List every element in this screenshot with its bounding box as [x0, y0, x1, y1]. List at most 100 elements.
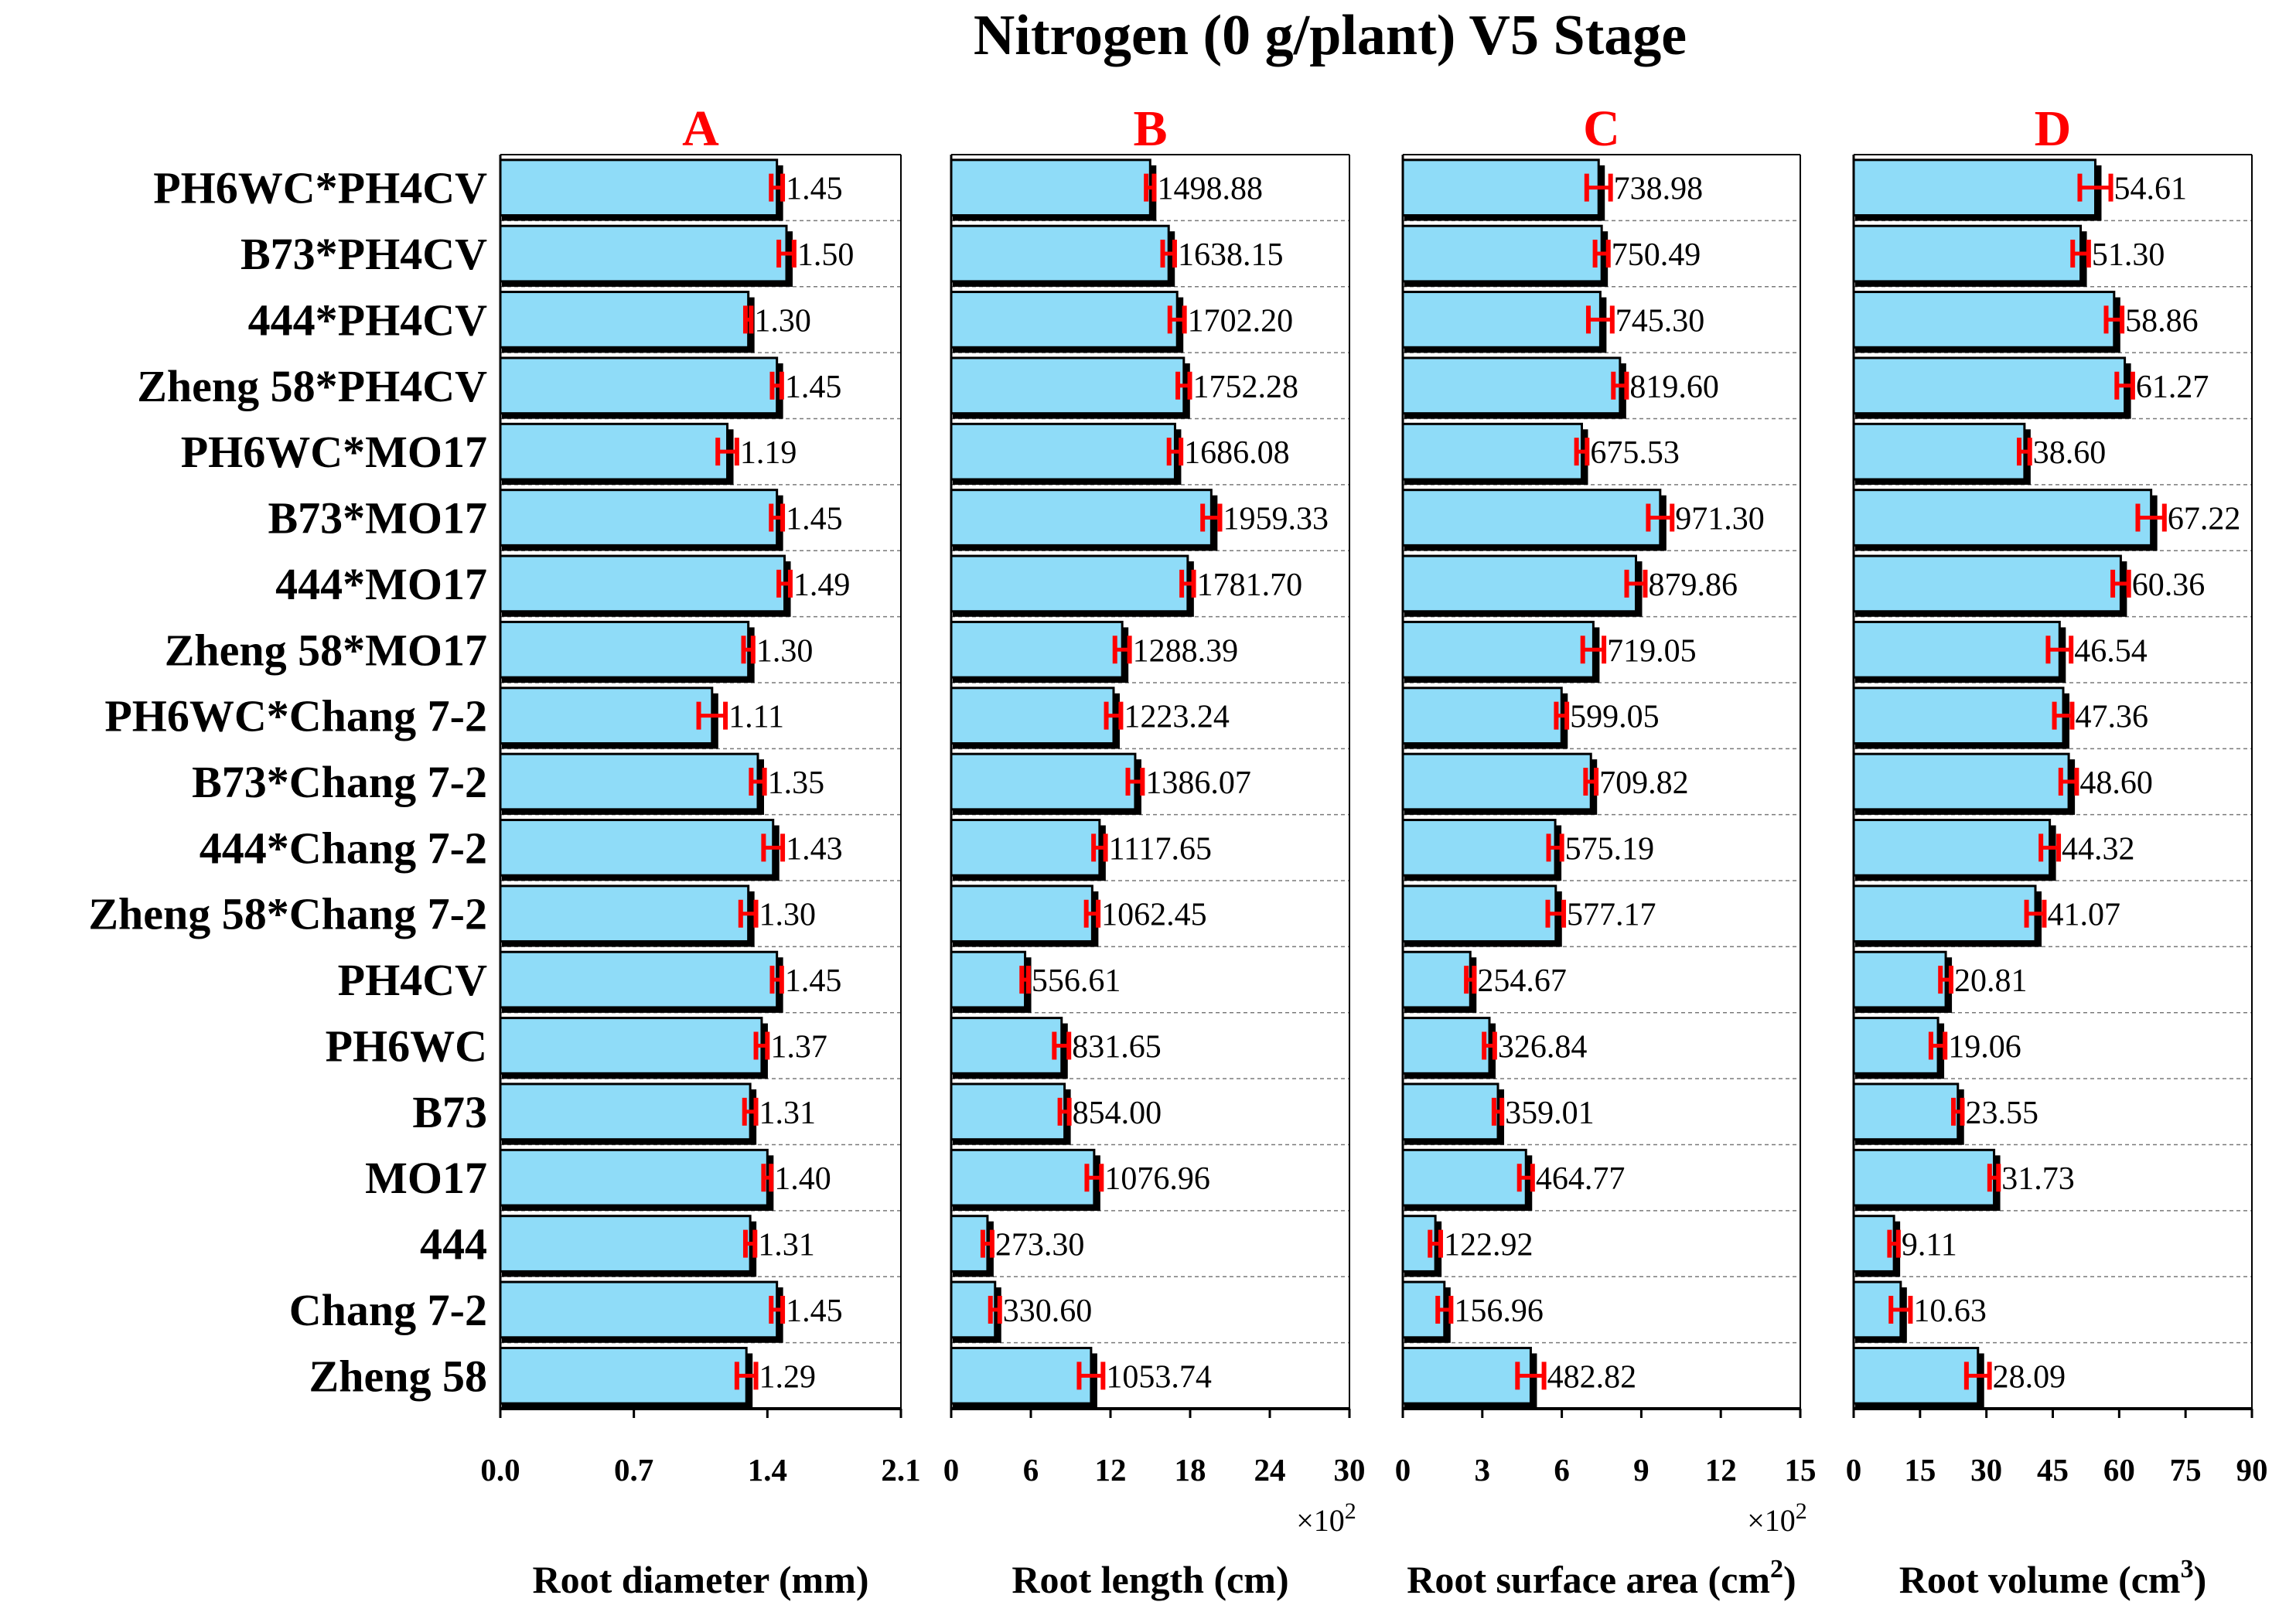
bar-b73-chang-7-2 [1401, 752, 1592, 811]
value-label-chang-7-2: 10.63 [1913, 1293, 1987, 1329]
value-label-ph4cv: 20.81 [1954, 963, 2028, 999]
value-label-b73-chang-7-2: 48.60 [2079, 765, 2153, 801]
bar-zheng-58 [499, 1346, 748, 1405]
value-label-b73-chang-7-2: 709.82 [1599, 765, 1689, 801]
value-label-zheng-58-ph4cv: 819.60 [1629, 370, 1719, 405]
panel-a: A 1.45 1.50 1.30 1.45 1.19 1.45 1.49 1.30 1.11 1.3… [480, 101, 920, 1601]
value-label-ph4cv: 1.45 [785, 963, 841, 999]
tick-label-b-6: 6 [1023, 1452, 1039, 1488]
value-label-b73-ph4cv: 1.50 [797, 237, 855, 273]
value-label-zheng-58-ph4cv: 1.45 [785, 370, 841, 405]
value-label-ph6wc-mo17: 38.60 [2033, 435, 2107, 471]
bar-ph6wc [1401, 1017, 1491, 1075]
value-label-chang-7-2: 330.60 [1003, 1293, 1093, 1329]
x-axis-label-text: Root volume (cm [1899, 1558, 2181, 1601]
category-label-zheng-58-mo17: Zheng 58*MO17 [165, 625, 487, 675]
value-label-mo17: 464.77 [1536, 1161, 1626, 1197]
bar-444-chang-7-2 [1401, 819, 1557, 877]
bar-444-chang-7-2 [499, 819, 775, 877]
tick-label-c-0: 0 [1395, 1452, 1411, 1488]
bar-444-ph4cv [499, 291, 750, 349]
bar-zheng-58-ph4cv [1401, 356, 1622, 415]
bar-zheng-58-ph4cv [499, 356, 779, 415]
bar-444-ph4cv [950, 291, 1179, 349]
x-axis-label-b: Root length (cm) [1012, 1558, 1288, 1601]
bar-ph6wc-ph4cv [1852, 158, 2096, 217]
axis-multiplier-c: ×102 [1747, 1498, 1807, 1538]
tick-label-d-75: 75 [2170, 1452, 2202, 1488]
bar-444-mo17 [950, 554, 1189, 613]
tick-label-d-30: 30 [1970, 1452, 2002, 1488]
bar-zheng-58-chang-7-2 [1852, 884, 2037, 943]
bar-ph6wc [499, 1017, 763, 1075]
category-label-ph6wc-ph4cv: PH6WC*PH4CV [153, 163, 487, 213]
bar-zheng-58-mo17 [499, 620, 750, 679]
category-label-444: 444 [420, 1219, 487, 1270]
tick-label-b-30: 30 [1334, 1452, 1366, 1488]
value-label-chang-7-2: 156.96 [1454, 1293, 1544, 1329]
bar-b73-mo17 [1401, 489, 1662, 547]
value-label-ph6wc-chang-7-2: 47.36 [2075, 700, 2148, 735]
panel-letter-c: C [1583, 101, 1620, 157]
value-label-zheng-58-mo17: 719.05 [1607, 633, 1697, 669]
value-label-ph6wc-mo17: 675.53 [1590, 435, 1680, 471]
value-label-b73-mo17: 1.45 [786, 502, 843, 537]
value-label-b73-ph4cv: 51.30 [2092, 237, 2165, 273]
bar-ph6wc-chang-7-2 [1852, 687, 2065, 745]
category-label-ph6wc: PH6WC [326, 1021, 487, 1071]
bar-444-ph4cv [1852, 291, 2116, 349]
panel-d: D 54.61 51.30 58.86 61.27 38.60 67.22 60.36 46.5… [1846, 101, 2268, 1601]
tick-label-b-24: 24 [1254, 1452, 1286, 1488]
value-label-ph6wc: 1.37 [770, 1029, 827, 1065]
value-label-zheng-58: 28.09 [1993, 1359, 2066, 1395]
bar-b73-chang-7-2 [499, 752, 759, 811]
bar-zheng-58-ph4cv [1852, 356, 2127, 415]
value-label-ph6wc-mo17: 1.19 [740, 435, 797, 471]
x-axis-label-text: Root surface area (cm [1407, 1558, 1770, 1601]
bar-444-mo17 [1401, 554, 1637, 613]
category-label-zheng-58-chang-7-2: Zheng 58*Chang 7-2 [88, 889, 487, 939]
tick-label-a-0-7: 0.7 [614, 1452, 653, 1488]
bar-zheng-58 [1401, 1346, 1532, 1405]
bar-zheng-58 [1852, 1346, 1980, 1405]
bar-ph6wc-chang-7-2 [1401, 687, 1563, 745]
value-label-b73-mo17: 971.30 [1675, 502, 1765, 537]
value-label-444-ph4cv: 58.86 [2125, 303, 2199, 339]
value-label-ph6wc-ph4cv: 1.45 [786, 172, 843, 207]
bar-b73-mo17 [1852, 489, 2153, 547]
value-label-ph6wc-chang-7-2: 1.11 [728, 700, 784, 735]
x-axis-label-end: ) [2194, 1558, 2207, 1601]
value-label-zheng-58: 1.29 [759, 1359, 817, 1395]
panel-letter-b: B [1133, 101, 1167, 157]
bar-ph6wc-mo17 [950, 422, 1176, 481]
bar-ph4cv [1401, 950, 1472, 1009]
bar-b73 [1852, 1082, 1960, 1141]
bar-zheng-58-chang-7-2 [1401, 884, 1557, 943]
category-label-444-chang-7-2: 444*Chang 7-2 [200, 823, 487, 873]
bar-b73-ph4cv [950, 224, 1170, 283]
tick-label-c-6: 6 [1554, 1452, 1570, 1488]
value-label-444-ph4cv: 1.30 [754, 303, 811, 339]
bar-ph6wc-mo17 [499, 422, 729, 481]
category-label-b73-ph4cv: B73*PH4CV [241, 229, 487, 279]
tick-label-d-90: 90 [2236, 1452, 2268, 1488]
x-axis-label-end: ) [1783, 1558, 1796, 1601]
value-label-444: 9.11 [1902, 1228, 1957, 1263]
bar-444-ph4cv [1401, 291, 1602, 349]
value-label-b73: 359.01 [1505, 1096, 1594, 1131]
value-label-ph6wc: 326.84 [1498, 1029, 1588, 1065]
bar-mo17 [499, 1148, 769, 1207]
bar-zheng-58-mo17 [1852, 620, 2061, 679]
value-label-zheng-58-chang-7-2: 1.30 [759, 898, 817, 933]
value-label-chang-7-2: 1.45 [786, 1293, 843, 1329]
bar-ph4cv [1852, 950, 1947, 1009]
category-label-ph4cv: PH4CV [338, 955, 487, 1005]
value-label-444: 273.30 [995, 1228, 1085, 1263]
bar-444-mo17 [1852, 554, 2122, 613]
bar-b73-ph4cv [499, 224, 788, 283]
value-label-b73-chang-7-2: 1.35 [768, 765, 824, 801]
value-label-ph6wc: 19.06 [1948, 1029, 2021, 1065]
bar-ph4cv [499, 950, 779, 1009]
value-label-zheng-58-mo17: 1288.39 [1133, 633, 1239, 669]
